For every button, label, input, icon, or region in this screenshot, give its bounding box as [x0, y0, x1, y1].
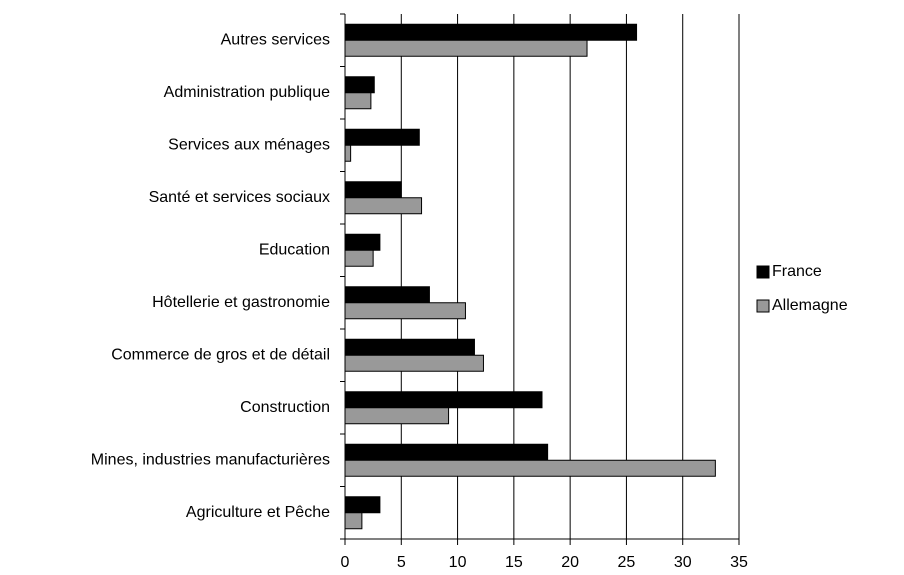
bar: [344, 286, 430, 304]
bar: [344, 496, 381, 514]
bar: [344, 338, 475, 356]
bar: [344, 512, 363, 530]
bar: [344, 302, 466, 320]
bar: [344, 128, 420, 146]
y-tick-label: Autres services: [221, 31, 330, 48]
bar: [344, 407, 450, 425]
y-tick-label: Services aux ménages: [168, 136, 330, 153]
x-tick-label: 20: [561, 554, 579, 571]
bar: [344, 23, 638, 41]
bar: [344, 354, 484, 372]
bar: [344, 443, 549, 461]
x-tick-label: 25: [618, 554, 636, 571]
legend-swatch: [756, 299, 770, 313]
bar: [344, 391, 543, 409]
bar: [344, 459, 716, 477]
y-tick-label: Construction: [240, 399, 330, 416]
legend-label: Allemagne: [772, 297, 848, 314]
legend-label: France: [772, 263, 822, 280]
x-tick-label: 35: [730, 554, 748, 571]
y-tick-label: Administration publique: [164, 84, 330, 101]
bar: [344, 39, 588, 57]
x-tick-label: 10: [449, 554, 467, 571]
y-tick-label: Commerce de gros et de détail: [111, 346, 330, 363]
y-tick-label: Santé et services sociaux: [149, 189, 330, 206]
y-tick-label: Mines, industries manufacturières: [91, 451, 330, 468]
y-tick-label: Hôtellerie et gastronomie: [152, 294, 330, 311]
y-tick-label: Education: [259, 241, 330, 258]
bar: [344, 76, 375, 94]
x-tick-label: 15: [505, 554, 523, 571]
x-tick-label: 5: [397, 554, 406, 571]
x-tick-label: 0: [341, 554, 350, 571]
bar: [344, 249, 374, 267]
y-tick-label: Agriculture et Pêche: [186, 504, 330, 521]
bar: [344, 92, 372, 110]
legend-swatch: [756, 265, 770, 279]
bar: [344, 181, 402, 199]
x-tick-label: 30: [674, 554, 692, 571]
bar: [344, 233, 381, 251]
bar: [344, 197, 423, 215]
bar: [344, 144, 352, 162]
